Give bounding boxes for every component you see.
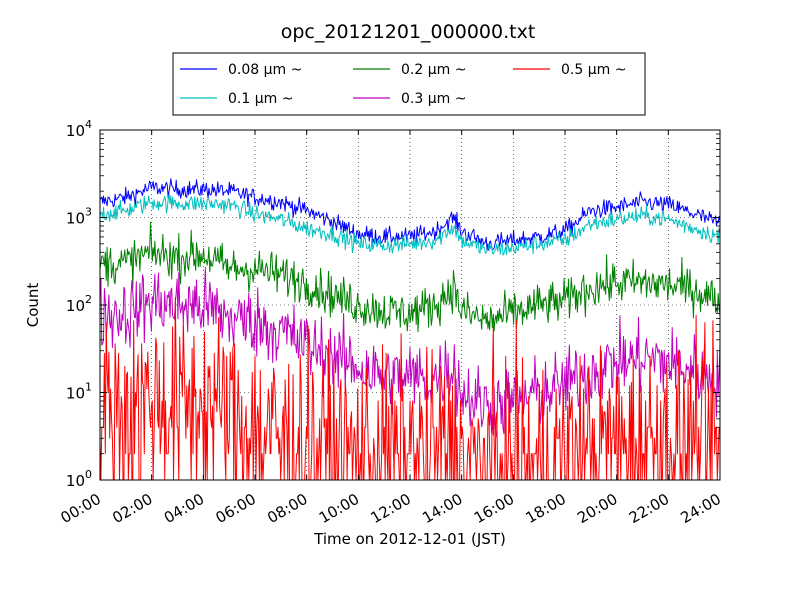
legend-box <box>172 52 646 116</box>
x-tick-label: 22:00 <box>626 490 672 527</box>
x-tick-label: 04:00 <box>161 490 207 527</box>
x-tick-labels: 00:00 02:00 04:00 06:00 08:00 10:00 12:00 14:00… <box>58 490 724 527</box>
series-line <box>99 221 721 333</box>
x-tick-label: 16:00 <box>471 490 517 527</box>
x-tick-label: 02:00 <box>109 490 155 527</box>
legend-label: 0.2 μm ~ <box>401 62 466 78</box>
legend-label: 0.08 μm ~ <box>228 62 302 78</box>
x-tick-label: 14:00 <box>419 490 465 527</box>
legend-label: 0.3 μm ~ <box>401 91 466 107</box>
x-tick-label: 18:00 <box>523 490 569 527</box>
x-tick-label: 06:00 <box>213 490 259 527</box>
ticks <box>99 129 721 481</box>
chart-title: opc_20121201_000000.txt <box>281 21 536 43</box>
legend: 0.08 μm ~ 0.1 μm ~ 0.2 μm ~ 0.3 μm ~ 0.5 μm … <box>172 52 646 116</box>
y-tick-label: 103 <box>66 206 92 228</box>
x-tick-label: 00:00 <box>58 490 104 527</box>
series-layer <box>99 178 721 481</box>
x-tick-label: 12:00 <box>368 490 414 527</box>
x-axis-label: Time on 2012-12-01 (JST) <box>313 530 506 548</box>
y-tick-label: 101 <box>66 381 92 403</box>
y-tick-label: 100 <box>66 468 92 490</box>
series-line <box>99 193 721 256</box>
legend-label: 0.5 μm ~ <box>561 62 626 78</box>
x-tick-label: 20:00 <box>574 490 620 527</box>
y-tick-label: 104 <box>66 118 92 140</box>
x-tick-label: 08:00 <box>264 490 310 527</box>
x-tick-label: 24:00 <box>678 490 724 527</box>
series-line <box>99 178 721 251</box>
legend-label: 0.1 μm ~ <box>228 91 293 107</box>
x-tick-label: 10:00 <box>316 490 362 527</box>
y-tick-label: 102 <box>66 293 92 315</box>
series-line <box>99 267 721 438</box>
y-axis-label: Count <box>24 283 42 328</box>
y-tick-labels: 100 101 102 103 104 <box>66 118 92 490</box>
series-line <box>99 297 720 481</box>
